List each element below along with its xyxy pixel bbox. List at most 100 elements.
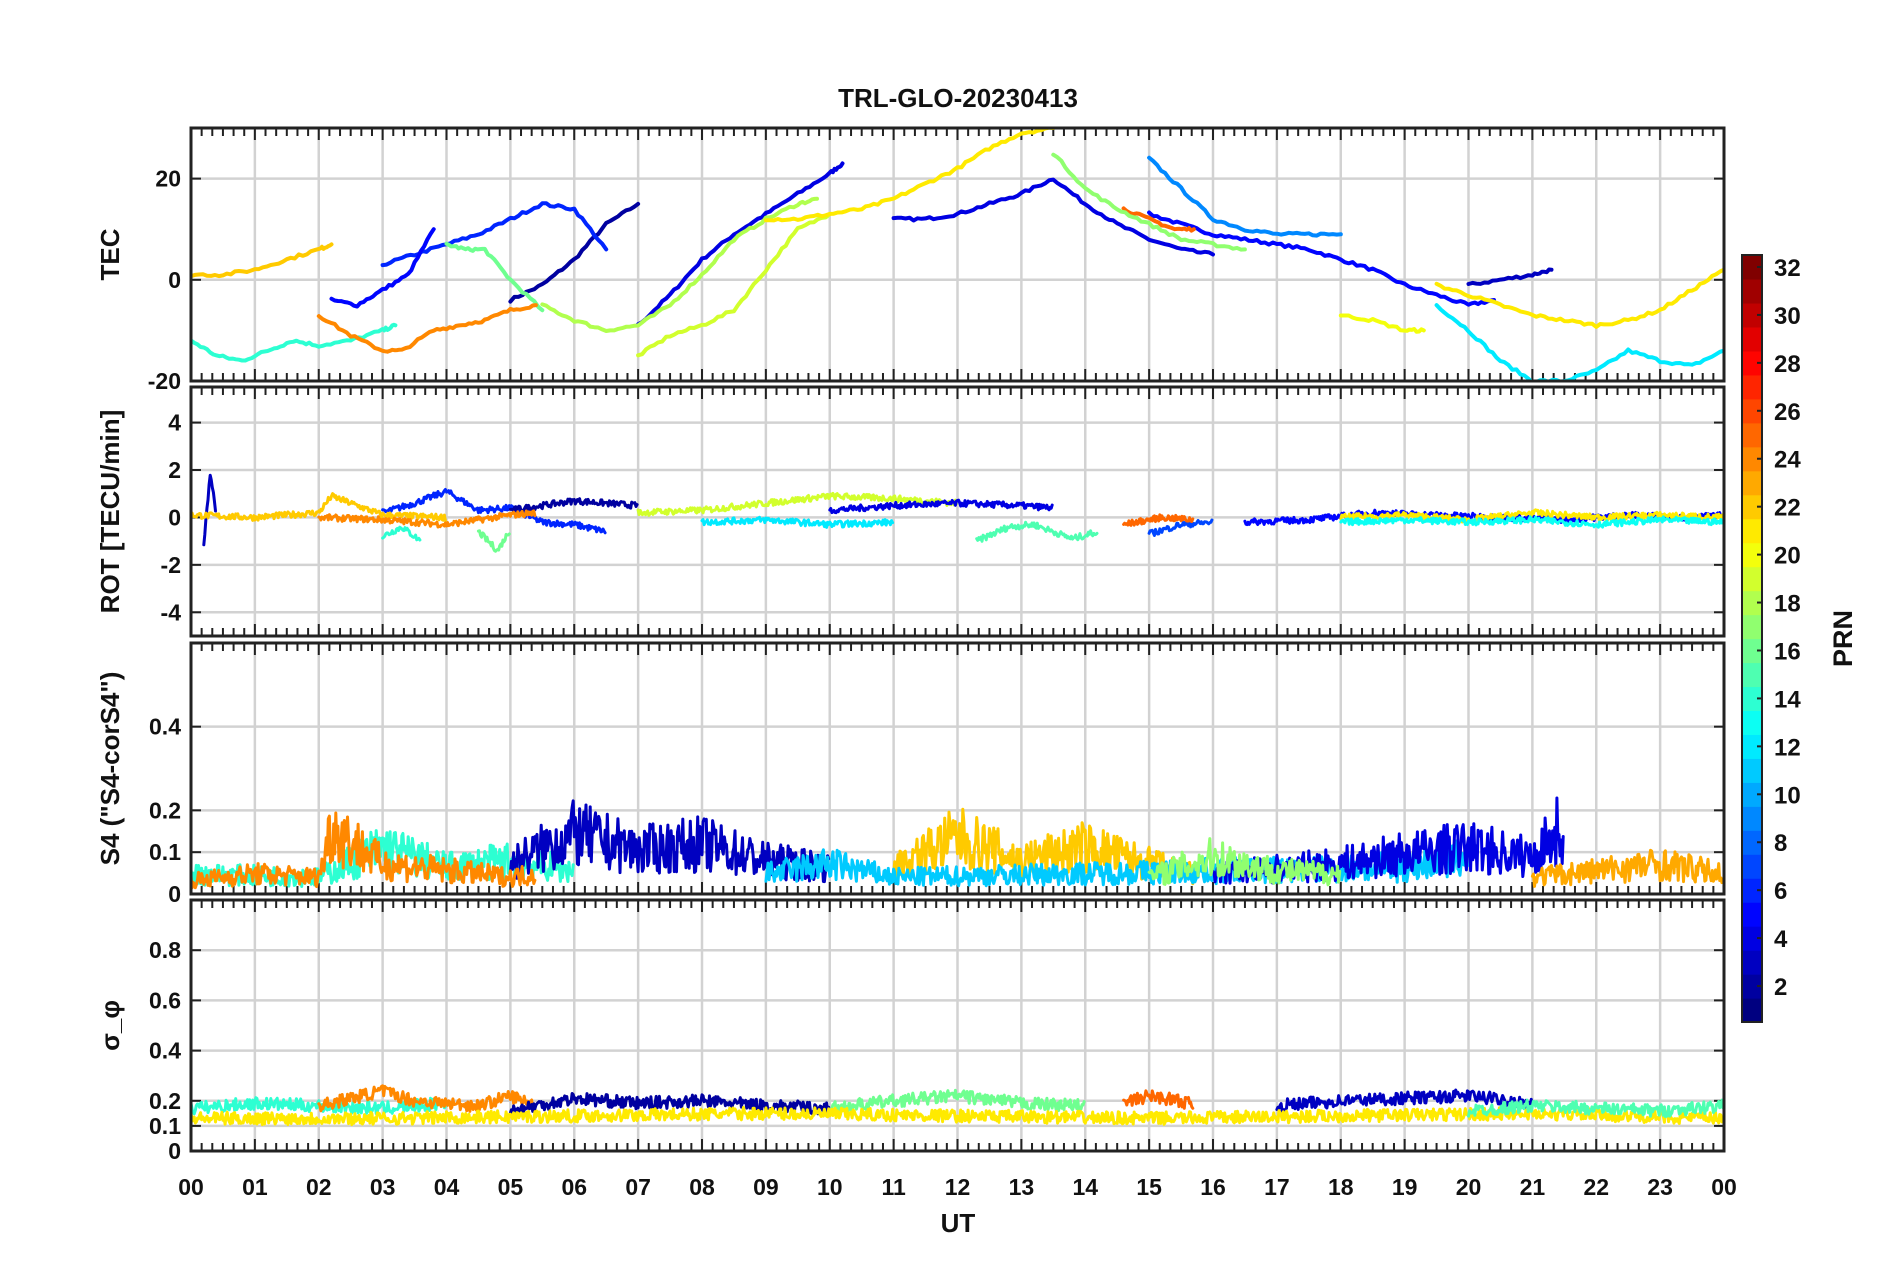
series-line-prn-5 (1147, 210, 1496, 307)
colorbar-band (1742, 494, 1762, 520)
x-tick-label: 07 (625, 1174, 651, 1200)
series-line-prn-12 (700, 515, 895, 529)
colorbar-band (1742, 278, 1762, 304)
series-line-prn-25 (1122, 513, 1195, 527)
colorbar-band (1742, 662, 1762, 688)
colorbar-band (1742, 542, 1762, 568)
x-tick-label: 19 (1392, 1174, 1418, 1200)
panel-tec-frame (189, 126, 1726, 383)
series-line-prn-15 (1467, 1098, 1724, 1118)
x-tick-label: 20 (1456, 1174, 1482, 1200)
series-line-prn-16 (828, 1088, 1086, 1115)
colorbar-band (1742, 710, 1762, 735)
colorbar-tick-label: 10 (1774, 782, 1801, 809)
panel-rot-frame (189, 385, 1726, 638)
x-tick-label: 10 (817, 1174, 843, 1200)
series-line-prn-24 (316, 303, 538, 354)
series-line-prn-21 (1434, 267, 1724, 329)
colorbar-band (1742, 926, 1762, 951)
colorbar-band (1742, 878, 1762, 903)
series-line-prn-4 (828, 498, 1054, 515)
series-line-prn-15 (975, 520, 1099, 543)
series-line-prn-16 (444, 241, 545, 313)
x-tick-label: 17 (1264, 1174, 1290, 1200)
series-line-prn-19 (636, 491, 958, 517)
series-line-prn-14 (191, 1096, 447, 1116)
x-tick-label: 18 (1328, 1174, 1354, 1200)
colorbar-band (1742, 902, 1762, 927)
panel-tec-y-tick-label: 0 (168, 267, 181, 293)
series-line-prn-25 (1122, 1089, 1195, 1110)
series-line-prn-5 (329, 227, 436, 309)
series-line-prn-24 (317, 509, 537, 529)
series-line-prn-4 (636, 161, 845, 327)
colorbar-band (1742, 998, 1762, 1023)
colorbar-band (1742, 686, 1762, 712)
series-line-prn-22 (191, 242, 334, 279)
x-tick-label: 09 (753, 1174, 779, 1200)
series-line-prn-3 (1466, 267, 1554, 286)
panel-tec-y-axis-label: TEC (95, 228, 125, 280)
series-line-prn-7 (1147, 518, 1214, 537)
x-tick-label: 01 (242, 1174, 268, 1200)
colorbar-tick-label: 28 (1774, 351, 1801, 378)
x-tick-label: 04 (434, 1174, 460, 1200)
colorbar-band (1742, 638, 1762, 664)
panel-sigma_phi-y-axis-label: σ_φ (95, 1000, 125, 1051)
series-line-prn-14 (381, 525, 422, 542)
colorbar-band (1742, 255, 1762, 280)
series-line-prn-2 (508, 497, 639, 513)
series-line-prn-25 (1121, 206, 1196, 233)
series-line-prn-19 (636, 212, 832, 358)
series-line-prn-20 (1338, 313, 1426, 334)
colorbar-tick-label: 6 (1774, 878, 1787, 905)
x-tick-label: 08 (689, 1174, 715, 1200)
panel-rot-y-tick-label: 4 (168, 410, 181, 436)
colorbar-tick-label: 20 (1774, 543, 1801, 570)
series-line-prn-13 (1339, 515, 1724, 529)
chart-title: TRL-GLO-20230413 (838, 83, 1078, 113)
panel-rot-y-tick-label: 0 (168, 504, 181, 530)
x-tick-label: 03 (370, 1174, 396, 1200)
x-tick-label: 00 (178, 1174, 204, 1200)
colorbar-tick-label: 24 (1774, 447, 1801, 474)
colorbar-band (1742, 374, 1762, 400)
panel-s4-series (191, 796, 1724, 890)
panel-rot-y-tick-label: -4 (161, 599, 182, 625)
colorbar-band (1742, 806, 1762, 831)
colorbar-band (1742, 470, 1762, 496)
panel-s4-y-axis-label: S4 ("S4-corS4") (95, 672, 125, 866)
colorbar-band (1742, 758, 1762, 783)
x-tick-label: 16 (1200, 1174, 1226, 1200)
series-line-prn-9 (1147, 155, 1343, 238)
series-line-prn-3 (1275, 1088, 1533, 1113)
x-tick-label: 00 (1711, 1174, 1737, 1200)
series-line-prn-21 (1339, 508, 1724, 524)
panel-s4-y-tick-label: 0.4 (149, 714, 181, 740)
x-tick-label: 11 (881, 1174, 906, 1200)
x-tick-label: 02 (306, 1174, 332, 1200)
series-line-prn-17 (1147, 837, 1342, 887)
series-line-prn-17 (1051, 152, 1247, 252)
colorbar-band (1742, 566, 1762, 592)
panel-s4: 0 0.1 0.2 0.4 S4 ("S4-corS4") (95, 641, 1726, 907)
panel-s4-frame (189, 641, 1726, 896)
panel-rot-y-axis-label: ROT [TECU/min] (95, 410, 125, 614)
x-tick-label: 13 (1009, 1174, 1035, 1200)
panel-rot-series (191, 473, 1724, 553)
panel-sigma_phi-y-tick-label: 0.4 (149, 1038, 181, 1064)
series-line-prn-21 (763, 128, 1056, 223)
colorbar-band (1742, 950, 1762, 975)
colorbar-tick-label: 16 (1774, 638, 1801, 665)
panel-tec-y-tick-label: -20 (148, 368, 181, 394)
colorbar-band (1742, 590, 1762, 616)
series-line-prn-12 (1434, 303, 1724, 381)
colorbar-band (1742, 974, 1762, 999)
colorbar-band (1742, 854, 1762, 879)
panel-sigma_phi-frame (189, 898, 1726, 1153)
panel-sigma_phi-y-tick-label: 0 (168, 1138, 181, 1164)
x-tick-label: 14 (1072, 1174, 1098, 1200)
colorbar-tick-label: 30 (1774, 303, 1801, 330)
